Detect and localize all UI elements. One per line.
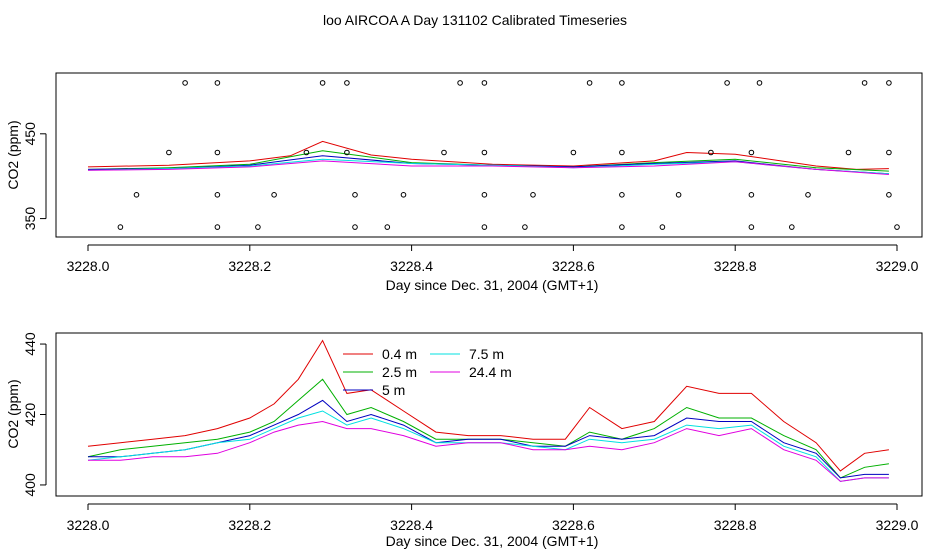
calibration-point bbox=[748, 149, 755, 156]
calibration-point bbox=[756, 80, 763, 86]
top-x-tick-label: 3228.4 bbox=[390, 258, 433, 274]
calibration-point bbox=[619, 80, 625, 86]
calibration-point bbox=[619, 149, 625, 156]
legend-label: 7.5 m bbox=[469, 346, 504, 362]
top-y-tick-label: 450 bbox=[22, 122, 38, 146]
bottom-y-axis-label: CO2 (ppm) bbox=[5, 379, 21, 448]
calibration-point bbox=[708, 149, 714, 156]
calibration-point bbox=[319, 80, 326, 86]
calibration-point bbox=[344, 80, 350, 86]
calibration-point bbox=[481, 224, 488, 230]
bottom-x-tick-label: 3228.8 bbox=[714, 517, 757, 533]
calibration-point bbox=[748, 192, 755, 198]
calibration-point bbox=[182, 80, 188, 86]
calibration-point bbox=[894, 224, 900, 230]
top-x-tick-label: 3229.0 bbox=[876, 258, 919, 274]
calibration-point bbox=[586, 80, 593, 86]
calibration-point bbox=[271, 192, 277, 198]
bottom-series-2-5-mline bbox=[87, 378, 889, 479]
calibration-point bbox=[522, 224, 528, 230]
bottom-x-axis-label: Day since Dec. 31, 2004 (GMT+1) bbox=[386, 533, 599, 549]
calibration-point bbox=[886, 80, 892, 86]
bottom-legend: 0.4 m 2.5 m 5 m 7.5 m 24.4 m bbox=[343, 346, 512, 398]
calibration-point bbox=[748, 224, 755, 230]
calibration-point bbox=[675, 192, 682, 198]
figure-title: loo AIRCOA A Day 131102 Calibrated Times… bbox=[323, 12, 627, 28]
legend-label: 2.5 m bbox=[382, 364, 417, 380]
calibration-point bbox=[789, 224, 795, 230]
calibration-point bbox=[886, 192, 892, 198]
top-y-axis-label: CO2 (ppm) bbox=[5, 120, 21, 189]
calibration-point bbox=[481, 149, 488, 156]
bottom-series-24-4-mline bbox=[88, 420, 889, 482]
calibration-point bbox=[805, 192, 811, 198]
calibration-point bbox=[303, 149, 310, 156]
legend-label: 24.4 m bbox=[469, 364, 512, 380]
calibration-point bbox=[441, 149, 447, 156]
calibration-point bbox=[344, 149, 350, 156]
bottom-plot-frame bbox=[55, 332, 923, 497]
top-panel: 3228.0 3228.2 3228.4 3228.6 3228.8 3229.0 350… bbox=[5, 72, 923, 293]
bottom-series-0-4-mline bbox=[87, 339, 889, 472]
calibration-point bbox=[570, 149, 577, 156]
bottom-x-tick-label: 3228.6 bbox=[552, 517, 595, 533]
calibration-point bbox=[619, 192, 625, 198]
calibration-point bbox=[619, 224, 625, 230]
top-series-0-4-mline bbox=[87, 140, 889, 170]
top-series-24-4-mline bbox=[87, 160, 889, 175]
calibration-point bbox=[214, 149, 221, 156]
calibration-point bbox=[214, 224, 221, 230]
top-plot-frame bbox=[55, 72, 923, 238]
bottom-panel: 3228.0 3228.2 3228.4 3228.6 3228.8 3229.0 400… bbox=[5, 332, 923, 549]
top-x-tick-label: 3228.2 bbox=[228, 258, 271, 274]
calibration-point bbox=[214, 192, 221, 198]
calibration-point bbox=[352, 192, 358, 198]
calibration-point bbox=[255, 224, 261, 230]
calibration-point bbox=[530, 192, 536, 198]
bottom-x-tick-label: 3228.4 bbox=[390, 517, 433, 533]
bottom-y-tick-label: 400 bbox=[22, 473, 38, 497]
calibration-point bbox=[481, 192, 488, 198]
legend-label: 0.4 m bbox=[382, 346, 417, 362]
top-x-tick-label: 3228.8 bbox=[714, 258, 757, 274]
top-x-tick-label: 3228.0 bbox=[67, 258, 110, 274]
calibration-point bbox=[659, 224, 666, 230]
calibration-point bbox=[133, 192, 140, 198]
calibration-point bbox=[384, 224, 391, 230]
bottom-x-tick-label: 3228.2 bbox=[228, 517, 271, 533]
calibration-point bbox=[352, 224, 358, 230]
calibration-point bbox=[166, 149, 172, 156]
calibration-point bbox=[214, 80, 221, 86]
bottom-y-tick-label: 420 bbox=[22, 403, 38, 427]
top-y-tick-label: 350 bbox=[22, 207, 38, 231]
calibration-point bbox=[400, 192, 407, 198]
top-x-tick-label: 3228.6 bbox=[552, 258, 595, 274]
legend-label: 5 m bbox=[382, 382, 405, 398]
calibration-point bbox=[481, 80, 488, 86]
calibration-point bbox=[117, 224, 124, 230]
bottom-x-tick-label: 3228.0 bbox=[67, 517, 110, 533]
calibration-point bbox=[724, 80, 730, 86]
calibration-point bbox=[845, 149, 852, 156]
calibration-point bbox=[457, 80, 463, 86]
calibration-point bbox=[886, 149, 892, 156]
bottom-x-tick-label: 3229.0 bbox=[876, 517, 919, 533]
bottom-series-5-mline bbox=[88, 399, 889, 479]
bottom-y-tick-label: 440 bbox=[22, 332, 38, 356]
bottom-series-7-5-mline bbox=[87, 410, 889, 482]
calibration-point bbox=[861, 80, 868, 86]
top-x-axis-label: Day since Dec. 31, 2004 (GMT+1) bbox=[386, 277, 599, 293]
